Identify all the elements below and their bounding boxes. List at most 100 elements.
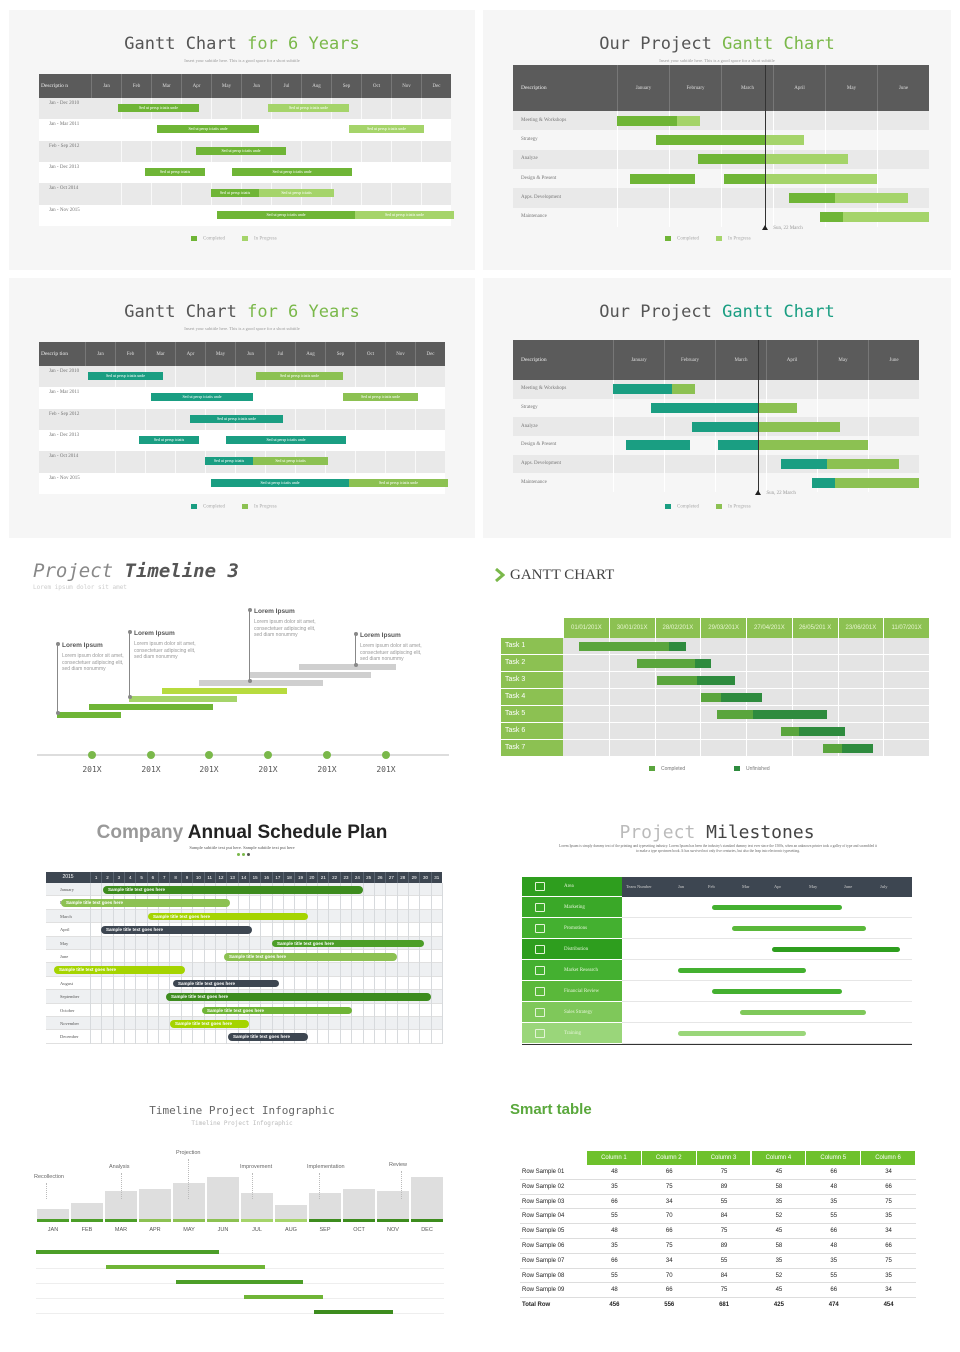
header-month: Oct	[361, 74, 391, 98]
table-cell: 66	[830, 1287, 838, 1294]
milestone-label-bg	[522, 897, 622, 917]
gantt-bar: Sed ut persp iciatis unde	[211, 478, 349, 487]
panel5-title-b: Timeline 3	[124, 560, 239, 582]
timeline-bar	[249, 672, 371, 678]
grid-line	[124, 883, 126, 1044]
task-label: Task 2	[501, 655, 563, 671]
grid-line	[235, 366, 236, 494]
row-label: Jan - Dec 2013	[49, 165, 80, 170]
panel1-legend-completed: Completed	[203, 236, 225, 242]
gantt-bar	[717, 440, 759, 451]
month-column	[139, 1189, 171, 1221]
gantt-bar	[758, 403, 797, 413]
panel5-title-a: Project	[33, 560, 125, 582]
grid-line	[175, 366, 176, 494]
gantt-bar: Sed ut persp iciatis unde	[157, 125, 259, 134]
table-cell: 66	[611, 1198, 618, 1205]
milestone-label: Financial Review	[564, 989, 600, 994]
header-bg	[622, 877, 912, 897]
grid-line	[669, 111, 670, 227]
header-day: 19	[294, 872, 305, 883]
callout-body: Lorem ipsum dolor sit amet, consectetuer…	[254, 619, 316, 638]
panel3-title-a: Gantt Chart	[124, 302, 248, 322]
header-cell: May	[809, 884, 818, 889]
table-cell: 34	[665, 1257, 673, 1264]
panel6-grid: 01/01/201X 30/01/201X 28/02/201X 29/03/201X…	[501, 618, 929, 758]
callout-body: Lorem ipsum dolor sit amet, consectetuer…	[134, 641, 196, 660]
table-cell: 48	[611, 1169, 618, 1175]
header-day: 7	[158, 872, 169, 883]
row-label: Meeting & Workshops	[521, 386, 567, 392]
grid-line	[385, 883, 387, 1044]
milestone-label: Promotions	[564, 926, 588, 931]
gantt-bar: Sed ut persp iciatis unde	[217, 210, 355, 219]
row-label: Jan - Dec 2013	[49, 433, 80, 438]
column-header: Column 6	[861, 1151, 916, 1165]
task-label: Task 4	[501, 689, 563, 705]
schedule-bar: Sample title text goes here	[170, 1020, 249, 1028]
month-label: AUG	[285, 1227, 297, 1233]
row-label: Row Sample 09	[522, 1287, 565, 1294]
panel1-body: Jan - Dec 2010 Jan - Mar 2011 Feb - Sep 20…	[39, 98, 454, 226]
callout-stem-dot	[353, 663, 358, 667]
table-cell: 34	[885, 1228, 892, 1235]
table-row: Jan - Dec 2010	[39, 98, 451, 120]
header-date: 29/03/201X	[700, 618, 746, 638]
callout-title: Lorem Ipsum	[254, 608, 295, 615]
grid-line	[112, 883, 114, 1044]
table-cell: 75	[720, 1169, 728, 1175]
month-column	[241, 1193, 273, 1221]
month-stripe	[241, 1219, 273, 1222]
gantt-bar: Sed ut persp iciatis	[139, 436, 199, 444]
row-divider	[622, 1043, 912, 1044]
legend-swatch-in-progress	[716, 236, 722, 241]
grid-line	[766, 380, 767, 492]
gantt-bar	[676, 115, 701, 126]
pagination-dots	[237, 853, 251, 856]
milestone-label: Training	[564, 1031, 582, 1036]
header-month: Sep	[325, 342, 355, 366]
gantt-bar	[758, 421, 840, 432]
header-day: 14	[237, 872, 249, 883]
month-column	[207, 1177, 239, 1221]
header-month: Jan	[91, 74, 121, 98]
grid-line	[169, 883, 171, 1044]
dot-icon	[237, 853, 240, 856]
header-description: Descriptio n	[41, 83, 69, 89]
grid-line	[271, 98, 272, 226]
row-label: Jan - Oct 2014	[49, 454, 79, 460]
gantt-bar: Sed ut persp iciatis	[205, 457, 253, 466]
phase-label: Improvement	[240, 1164, 273, 1170]
header-month: January	[613, 340, 664, 380]
panel3-header: Descrip tion Jan Feb Mar Apr May Jun Jul Aug Sep O…	[39, 342, 445, 366]
panel1-title-a: Gantt Chart	[124, 34, 248, 54]
row-label: Maintenance	[521, 214, 547, 220]
milestone-bar	[732, 926, 866, 931]
timeline-bar	[199, 680, 323, 686]
table-cell: 84	[720, 1213, 728, 1220]
month-label: JUL	[252, 1227, 262, 1233]
column-header: Column 4	[751, 1151, 807, 1165]
panel3-title-b: for 6 Years	[247, 302, 360, 322]
grid-line	[430, 883, 432, 1044]
row-label: Row Sample 05	[522, 1228, 565, 1235]
gantt-bar: Sed ut persp iciatis unde	[151, 393, 253, 402]
panel1-header: Descriptio n Jan Feb Mar Apr May Jun Jul Aug Sep O…	[39, 74, 451, 98]
panel2-body: Meeting & Workshops Strategy Analyze Design…	[513, 65, 929, 231]
timeline-row-line	[36, 1298, 444, 1299]
total-cell: 556	[664, 1302, 675, 1309]
panel1-title-b: for 6 Years	[247, 34, 360, 54]
header-month: Jun	[241, 74, 271, 98]
header-month: Jun	[235, 342, 265, 366]
table-cell: 66	[665, 1169, 673, 1175]
panel-smart-table: Smart table Column 1 Column 2 Column 3 Colu…	[483, 1070, 951, 1320]
callout-line	[355, 634, 356, 664]
row-label: Row Sample 01	[522, 1169, 565, 1175]
panel3-body: Jan - Dec 2010 Jan - Mar 2011 Feb - Sep 20…	[39, 366, 448, 494]
row-divider	[622, 1001, 912, 1002]
panel4-legend-progress: In Progress	[728, 504, 751, 510]
header-day: 12	[214, 872, 226, 883]
row-label: Row Sample 08	[522, 1272, 565, 1279]
grid-line	[355, 366, 356, 494]
table-cell: 35	[830, 1198, 838, 1205]
